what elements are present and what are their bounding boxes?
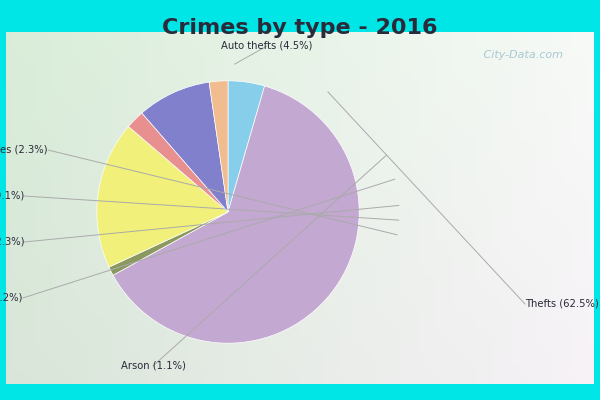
Text: Robberies (2.3%): Robberies (2.3%): [0, 145, 48, 155]
Wedge shape: [113, 86, 359, 343]
Wedge shape: [128, 113, 228, 212]
Text: Thefts (62.5%): Thefts (62.5%): [525, 299, 599, 309]
Text: Burglaries (9.1%): Burglaries (9.1%): [0, 191, 24, 201]
Text: Auto thefts (4.5%): Auto thefts (4.5%): [221, 41, 313, 51]
Text: Crimes by type - 2016: Crimes by type - 2016: [162, 18, 438, 38]
Wedge shape: [228, 81, 265, 212]
Text: Rapes (2.3%): Rapes (2.3%): [0, 237, 24, 247]
Wedge shape: [97, 126, 228, 267]
Wedge shape: [109, 212, 228, 275]
Text: Arson (1.1%): Arson (1.1%): [121, 361, 185, 371]
Text: City-Data.com: City-Data.com: [481, 50, 563, 60]
Wedge shape: [142, 82, 228, 212]
Wedge shape: [209, 81, 228, 212]
Text: Assaults (18.2%): Assaults (18.2%): [0, 293, 23, 303]
